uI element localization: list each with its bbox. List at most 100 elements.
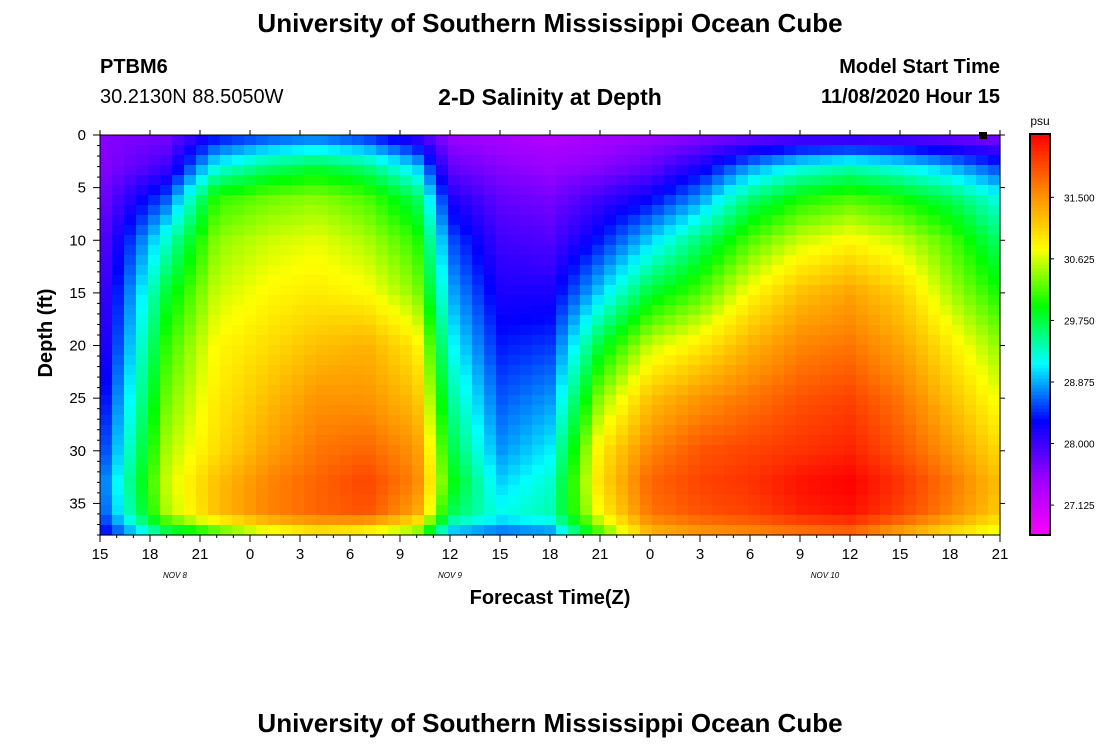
heatmap-cell: [328, 405, 341, 416]
heatmap-cell: [232, 245, 245, 256]
heatmap-cell: [568, 395, 581, 406]
heatmap-cell: [856, 295, 869, 306]
heatmap-cell: [988, 255, 1001, 266]
heatmap-cell: [172, 135, 185, 146]
heatmap-cell: [496, 285, 509, 296]
heatmap-cell: [856, 475, 869, 486]
heatmap-cell: [436, 485, 449, 496]
heatmap-cell: [196, 325, 209, 336]
heatmap-cell: [712, 145, 725, 156]
heatmap-cell: [100, 515, 113, 526]
heatmap-cell: [532, 475, 545, 486]
heatmap-cell: [460, 415, 473, 426]
heatmap-cell: [808, 425, 821, 436]
heatmap-cell: [388, 375, 401, 386]
heatmap-cell: [256, 145, 269, 156]
heatmap-cell: [208, 135, 221, 146]
heatmap-cell: [592, 265, 605, 276]
heatmap-cell: [628, 195, 641, 206]
heatmap-cell: [280, 135, 293, 146]
heatmap-cell: [184, 245, 197, 256]
heatmap-cell: [676, 425, 689, 436]
heatmap-cell: [544, 515, 557, 526]
heatmap-cell: [880, 135, 893, 146]
heatmap-cell: [280, 255, 293, 266]
heatmap-cell: [184, 525, 197, 536]
heatmap-cell: [172, 515, 185, 526]
heatmap-cell: [868, 445, 881, 456]
heatmap-cell: [952, 205, 965, 216]
heatmap-cell: [340, 185, 353, 196]
heatmap-cell: [508, 215, 521, 226]
heatmap-cell: [352, 455, 365, 466]
heatmap-cell: [400, 245, 413, 256]
heatmap-cell: [988, 275, 1001, 286]
heatmap-cell: [964, 365, 977, 376]
heatmap-cell: [976, 485, 989, 496]
heatmap-cell: [496, 505, 509, 516]
x-tick-label: 21: [992, 546, 1009, 563]
heatmap-cell: [484, 435, 497, 446]
heatmap-cell: [208, 375, 221, 386]
colorbar-segment: [1030, 147, 1050, 152]
heatmap-cell: [736, 145, 749, 156]
heatmap-cell: [928, 525, 941, 536]
heatmap-cell: [496, 345, 509, 356]
colorbar-segment: [1030, 220, 1050, 225]
heatmap-cell: [136, 195, 149, 206]
heatmap-cell: [184, 495, 197, 506]
heatmap-cell: [520, 205, 533, 216]
heatmap-cell: [772, 485, 785, 496]
heatmap-cell: [292, 385, 305, 396]
heatmap-cell: [172, 345, 185, 356]
heatmap-cell: [772, 475, 785, 486]
heatmap-cell: [952, 235, 965, 246]
heatmap-cell: [856, 435, 869, 446]
heatmap-cell: [508, 435, 521, 446]
heatmap-cell: [436, 175, 449, 186]
heatmap-cell: [784, 205, 797, 216]
heatmap-cell: [544, 375, 557, 386]
heatmap-cell: [388, 365, 401, 376]
heatmap-cell: [832, 135, 845, 146]
heatmap-cell: [808, 245, 821, 256]
heatmap-cell: [508, 505, 521, 516]
heatmap-cell: [604, 345, 617, 356]
heatmap-cell: [748, 155, 761, 166]
heatmap-cell: [280, 385, 293, 396]
heatmap-cell: [796, 215, 809, 226]
heatmap-cell: [736, 225, 749, 236]
heatmap-cell: [184, 265, 197, 276]
heatmap-cell: [628, 375, 641, 386]
heatmap-cell: [196, 335, 209, 346]
heatmap-cell: [304, 445, 317, 456]
heatmap-cell: [544, 305, 557, 316]
heatmap-cell: [256, 435, 269, 446]
heatmap-cell: [772, 305, 785, 316]
heatmap-cell: [400, 195, 413, 206]
heatmap-cell: [316, 475, 329, 486]
heatmap-cell: [892, 495, 905, 506]
heatmap-cell: [436, 495, 449, 506]
heatmap-cell: [184, 465, 197, 476]
heatmap-cell: [784, 245, 797, 256]
heatmap-cell: [700, 405, 713, 416]
heatmap-cell: [916, 515, 929, 526]
heatmap-cell: [820, 355, 833, 366]
heatmap-cell: [112, 235, 125, 246]
heatmap-cell: [808, 205, 821, 216]
heatmap-cell: [532, 265, 545, 276]
heatmap-cell: [652, 495, 665, 506]
heatmap-cell: [508, 485, 521, 496]
heatmap-cell: [868, 145, 881, 156]
heatmap-cell: [292, 295, 305, 306]
heatmap-cell: [628, 135, 641, 146]
heatmap-cell: [472, 235, 485, 246]
heatmap-cell: [100, 255, 113, 266]
heatmap-cell: [604, 355, 617, 366]
heatmap-cell: [160, 215, 173, 226]
heatmap-cell: [652, 255, 665, 266]
heatmap-cell: [400, 525, 413, 536]
heatmap-cell: [172, 455, 185, 466]
heatmap-cell: [412, 505, 425, 516]
